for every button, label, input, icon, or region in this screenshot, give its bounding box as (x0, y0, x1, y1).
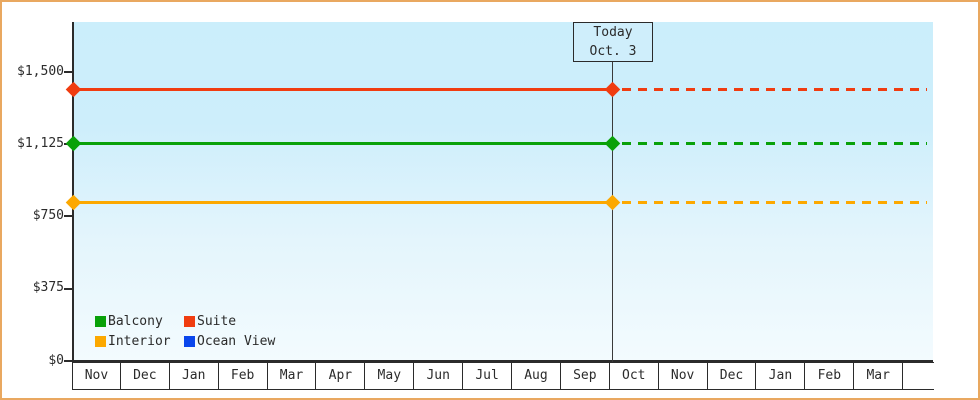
suite-line-solid (74, 88, 613, 91)
y-axis-label: $0 (48, 353, 64, 368)
month-cell: Mar (854, 363, 904, 389)
y-axis-label: $1,500 (17, 64, 64, 79)
legend-item-interior: Interior (95, 334, 184, 349)
month-cell: Apr (316, 363, 366, 389)
legend-label-suite: Suite (197, 314, 237, 329)
month-cell: Feb (219, 363, 268, 389)
legend-item-suite: Suite (184, 314, 275, 329)
y-axis-label: $1,125 (17, 136, 64, 151)
legend-label-interior: Interior (108, 334, 171, 349)
y-axis-tick (64, 71, 73, 73)
y-axis-label: $375 (32, 280, 64, 295)
legend-label-ocean-view: Ocean View (197, 334, 276, 349)
x-axis-line (72, 360, 933, 362)
today-annotation-line2: Oct. 3 (589, 44, 637, 59)
y-axis-tick (64, 360, 73, 362)
month-cell: Oct (610, 363, 659, 389)
y-axis-line (72, 22, 74, 362)
balcony-color-swatch (95, 316, 106, 327)
legend-item-ocean-view: Ocean View (184, 334, 276, 349)
interior-color-swatch (95, 336, 106, 347)
balcony-line-dashed-projection (622, 142, 927, 145)
month-cell: Jan (756, 363, 806, 389)
y-axis-tick (64, 215, 73, 217)
legend-item-balcony: Balcony (95, 314, 184, 329)
month-cell: May (365, 363, 415, 389)
month-strip-filler (903, 363, 934, 389)
month-cell: Jan (170, 363, 219, 389)
month-cell: Dec (708, 363, 757, 389)
interior-line-dashed-projection (622, 201, 927, 204)
month-cell: Mar (268, 363, 317, 389)
suite-line-dashed-projection (622, 88, 927, 91)
month-cell: Nov (72, 363, 121, 389)
month-cell: Feb (805, 363, 855, 389)
balcony-line-solid (74, 142, 613, 145)
month-cell: Nov (659, 363, 708, 389)
legend: Balcony Suite Interior Ocean View (95, 314, 276, 349)
y-axis-label: $750 (32, 208, 64, 223)
month-cell: Jul (463, 363, 513, 389)
month-cell: Dec (121, 363, 170, 389)
month-cell: Aug (512, 363, 561, 389)
interior-line-solid (74, 201, 613, 204)
suite-color-swatch (184, 316, 195, 327)
month-cell: Sep (561, 363, 610, 389)
ocean-view-color-swatch (184, 336, 195, 347)
today-annotation-box: Today Oct. 3 (573, 22, 653, 62)
plot-area-background (74, 22, 933, 360)
month-cell: Jun (414, 363, 464, 389)
y-axis-tick (64, 288, 73, 290)
legend-label-balcony: Balcony (108, 314, 163, 329)
today-annotation-line1: Today (593, 25, 633, 40)
today-vertical-line (612, 61, 613, 362)
x-axis-month-strip: Nov Dec Jan Feb Mar Apr May Jun Jul Aug … (72, 362, 934, 390)
